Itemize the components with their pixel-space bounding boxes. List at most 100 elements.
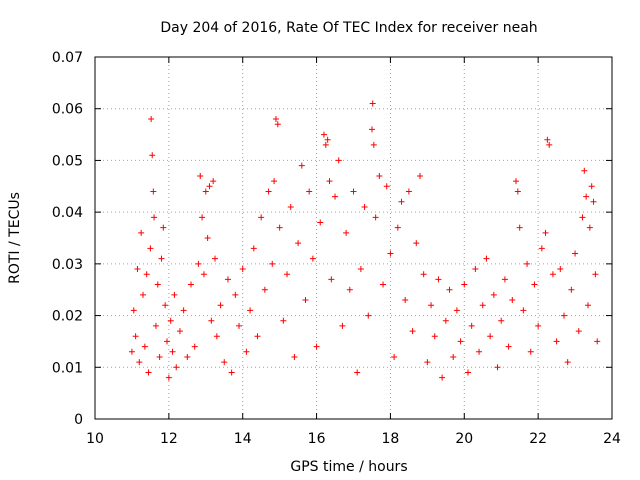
data-point [287,203,294,210]
data-point [483,255,490,262]
chart-title: Day 204 of 2016, Rate Of TEC Index for r… [160,20,537,36]
data-point [586,224,593,231]
data-point [424,359,431,366]
y-tick-labels: 0 0.01 0.02 0.03 0.04 0.05 0.06 0.07 [52,50,83,428]
data-point [584,302,591,309]
data-point [557,266,564,273]
y-tick-label: 0.01 [52,360,83,376]
data-point [200,271,207,278]
data-point [313,343,320,350]
data-point [431,333,438,340]
data-point [206,183,213,190]
data-point [372,214,379,221]
data-point [446,286,453,293]
x-tick-label: 12 [160,431,178,447]
data-point [228,369,235,376]
data-point [132,333,139,340]
data-point [236,322,243,329]
data-point [428,302,435,309]
data-point [176,328,183,335]
data-point [549,271,556,278]
data-point [269,260,276,267]
data-point [594,338,601,345]
data-point [232,291,239,298]
data-point [250,245,257,252]
data-point [149,152,156,159]
data-point [420,271,427,278]
data-point [346,286,353,293]
data-point [243,348,250,355]
data-point [339,322,346,329]
data-point [450,353,457,360]
data-point [134,266,141,273]
data-point [217,302,224,309]
x-tick-label: 10 [86,431,104,447]
plot-frame [94,56,613,420]
x-tick-label: 18 [382,431,400,447]
data-point [505,343,512,350]
data-point [464,369,471,376]
data-point [544,136,551,143]
data-point [324,136,331,143]
data-point [391,353,398,360]
data-point [512,178,519,185]
data-point [258,214,265,221]
data-point [572,250,579,257]
data-point [468,322,475,329]
x-tick-labels: 10 12 14 16 18 20 22 24 [86,431,621,447]
data-point [413,240,420,247]
data-point [202,188,209,195]
data-point [309,255,316,262]
data-point [439,374,446,381]
data-point [247,307,254,314]
data-point [531,281,538,288]
data-point [343,229,350,236]
data-point [156,353,163,360]
data-point [479,302,486,309]
data-point [380,281,387,288]
data-point [140,291,147,298]
data-point [199,214,206,221]
data-point [162,302,169,309]
data-point [167,317,174,324]
data-point [147,245,154,252]
data-point [328,276,335,283]
data-point [538,245,545,252]
data-point [184,353,191,360]
grid-lines [95,57,612,419]
data-point [472,266,479,273]
data-point [148,116,155,123]
data-point [212,255,219,262]
data-point [204,235,211,241]
data-point [284,271,291,278]
y-tick-label: 0 [74,412,83,428]
data-point [271,178,278,185]
data-point [265,188,272,195]
data-point [130,307,137,314]
data-point [164,338,171,345]
y-tick-label: 0.06 [52,102,83,118]
data-point [461,281,468,288]
data-point [546,141,553,148]
data-point [280,317,287,324]
y-tick-label: 0.07 [52,50,83,66]
data-point [152,322,159,329]
data-point [457,338,464,345]
data-point [387,250,394,257]
data-point [501,276,508,283]
data-point [197,172,204,179]
data-point [592,271,599,278]
data-point [150,188,157,195]
data-point [476,348,483,355]
data-point [306,188,313,195]
data-point [239,266,246,273]
data-point [332,193,339,200]
data-point [354,369,361,376]
data-point [298,162,305,169]
data-point [138,229,145,236]
x-tick-label: 24 [603,431,621,447]
data-point [494,364,501,371]
data-point [520,307,527,314]
data-point [394,224,401,231]
y-tick-label: 0.02 [52,309,83,325]
